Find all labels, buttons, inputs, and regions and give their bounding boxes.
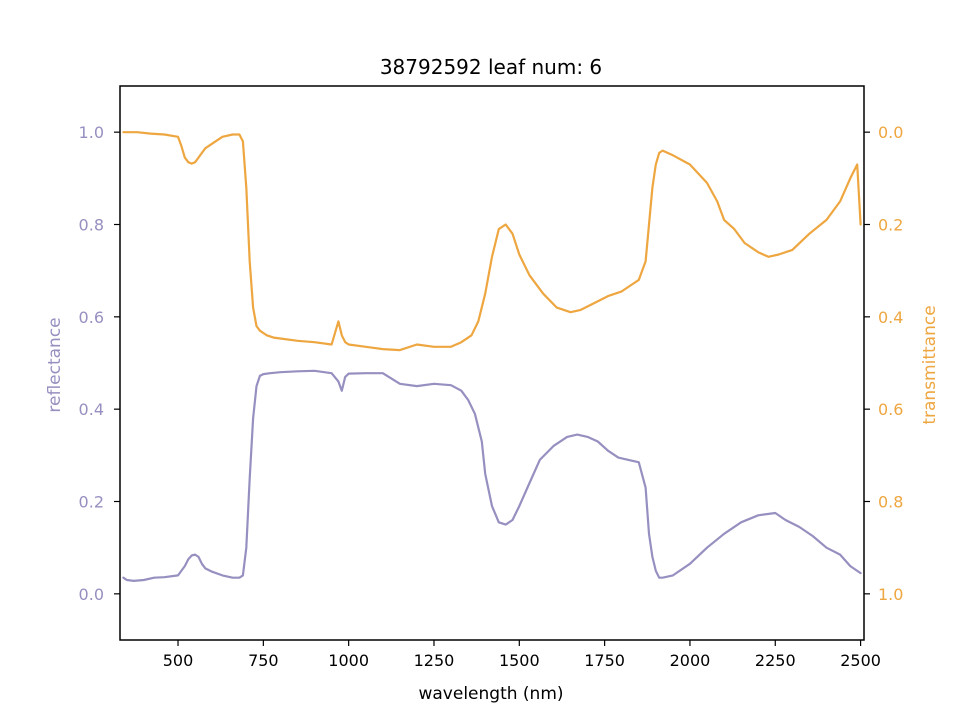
y-axis-left-label: reflectance [45,317,65,412]
y-axis-left: 0.0 0.2 0.4 0.6 0.8 1.0 [79,123,120,604]
reflectance-line [122,369,862,582]
x-tick-label: 2250 [755,651,796,670]
x-tick-label: 2500 [840,651,881,670]
chart-title: 38792592 leaf num: 6 [380,55,602,79]
x-tick-label: 1250 [414,651,455,670]
y-left-tick-label: 0.6 [79,308,104,327]
y-axis-right: 0.0 0.2 0.4 0.6 0.8 1.0 [864,123,903,604]
y-right-tick-label: 0.2 [878,216,903,235]
x-tick-label: 1500 [499,651,540,670]
axes-frame [119,85,865,641]
y-right-tick-label: 0.8 [878,493,903,512]
y-left-tick-label: 1.0 [79,123,104,142]
x-tick-label: 2000 [670,651,711,670]
y-right-tick-label: 0.4 [878,308,903,327]
y-left-tick-label: 0.0 [79,585,104,604]
x-tick-label: 500 [163,651,194,670]
y-left-tick-label: 0.4 [79,400,104,419]
y-left-tick-label: 0.2 [79,493,104,512]
plot-area [122,131,862,582]
x-tick-label: 1000 [328,651,369,670]
x-tick-label: 750 [248,651,279,670]
transmittance-line [122,131,862,352]
x-tick-label: 1750 [584,651,625,670]
y-right-tick-label: 0.6 [878,400,903,419]
y-left-tick-label: 0.8 [79,216,104,235]
y-right-tick-label: 0.0 [878,123,903,142]
x-axis: 500 750 1000 1250 1500 1750 2000 2250 2500 [163,640,881,670]
x-axis-label: wavelength (nm) [418,684,563,704]
y-axis-right-label: transmittance [920,305,940,424]
y-right-tick-label: 1.0 [878,585,903,604]
